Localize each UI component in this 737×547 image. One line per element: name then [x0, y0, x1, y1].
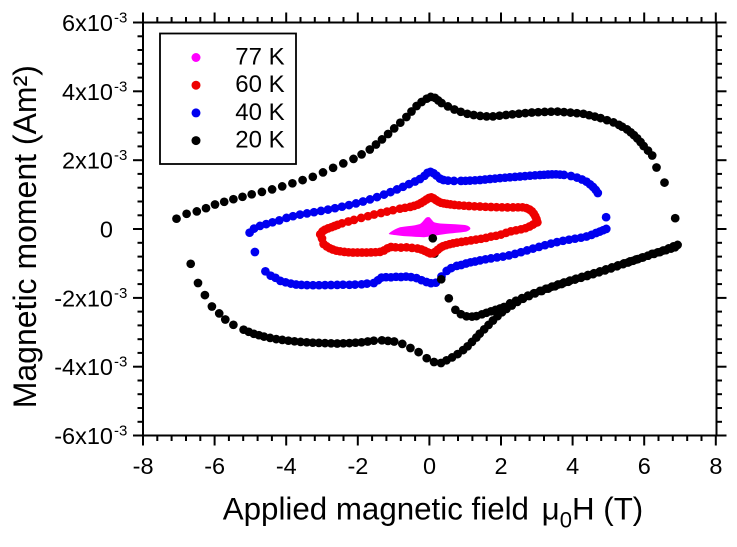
svg-text:-4: -4 — [276, 453, 297, 479]
svg-text:-2: -2 — [347, 453, 368, 479]
svg-text:2: 2 — [495, 453, 508, 479]
svg-text:40 K: 40 K — [235, 99, 284, 126]
svg-text:8: 8 — [709, 453, 722, 479]
svg-text:-3: -3 — [114, 147, 127, 164]
svg-text:20 K: 20 K — [235, 127, 284, 154]
svg-text:-8: -8 — [133, 453, 154, 479]
svg-text:-3: -3 — [114, 10, 127, 27]
svg-text:4: 4 — [566, 453, 579, 479]
svg-text:-6x10: -6x10 — [54, 423, 113, 449]
svg-text:4x10: 4x10 — [62, 79, 113, 105]
svg-text:-3: -3 — [114, 354, 127, 371]
svg-text:-3: -3 — [114, 78, 127, 95]
svg-text:60 K: 60 K — [235, 71, 284, 98]
svg-text:Magnetic moment (Am²): Magnetic moment (Am²) — [7, 65, 43, 408]
svg-text:-2x10: -2x10 — [54, 285, 113, 311]
svg-text:6x10: 6x10 — [62, 10, 113, 36]
svg-text:77 K: 77 K — [235, 44, 284, 71]
svg-text:2x10: 2x10 — [62, 148, 113, 174]
svg-text:6: 6 — [638, 453, 651, 479]
svg-text:Applied magnetic field μ0H (T): Applied magnetic field μ0H (T) — [223, 492, 643, 533]
svg-text:-6: -6 — [204, 453, 225, 479]
svg-text:-4x10: -4x10 — [54, 354, 113, 380]
svg-text:0: 0 — [423, 453, 436, 479]
svg-text:-3: -3 — [114, 285, 127, 302]
svg-text:0: 0 — [100, 217, 113, 243]
svg-text:-3: -3 — [114, 423, 127, 440]
